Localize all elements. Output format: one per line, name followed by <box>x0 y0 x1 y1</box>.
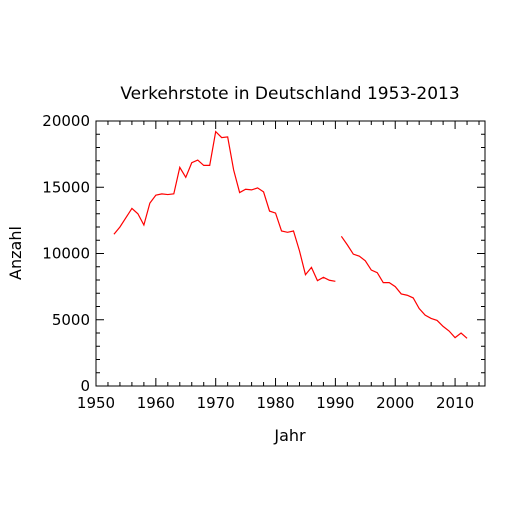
x-tick-label: 2000 <box>376 394 414 412</box>
x-tick-label: 1980 <box>256 394 294 412</box>
y-tick-label: 0 <box>80 377 90 395</box>
y-axis-label: Anzahl <box>6 226 25 280</box>
x-tick-label: 2010 <box>436 394 474 412</box>
x-tick-label: 1960 <box>137 394 175 412</box>
x-axis-ticks: 1950 1960 1970 1980 1990 2000 2010 <box>77 121 480 412</box>
y-axis-ticks: 0 5000 10000 15000 20000 <box>42 112 485 395</box>
plot-frame <box>95 120 486 387</box>
y-tick-label: 20000 <box>42 112 90 130</box>
y-tick-label: 15000 <box>42 178 90 196</box>
x-axis-label: Jahr <box>273 426 306 445</box>
series-line-segment <box>340 235 468 339</box>
y-tick-label: 10000 <box>42 245 90 263</box>
x-tick-label: 1950 <box>77 394 115 412</box>
chart-title: Verkehrstote in Deutschland 1953-2013 <box>120 84 459 104</box>
series-group <box>113 130 468 339</box>
x-tick-label: 1970 <box>197 394 235 412</box>
x-tick-label: 1990 <box>316 394 354 412</box>
y-tick-label: 5000 <box>52 311 90 329</box>
series-line-segment <box>113 130 336 282</box>
